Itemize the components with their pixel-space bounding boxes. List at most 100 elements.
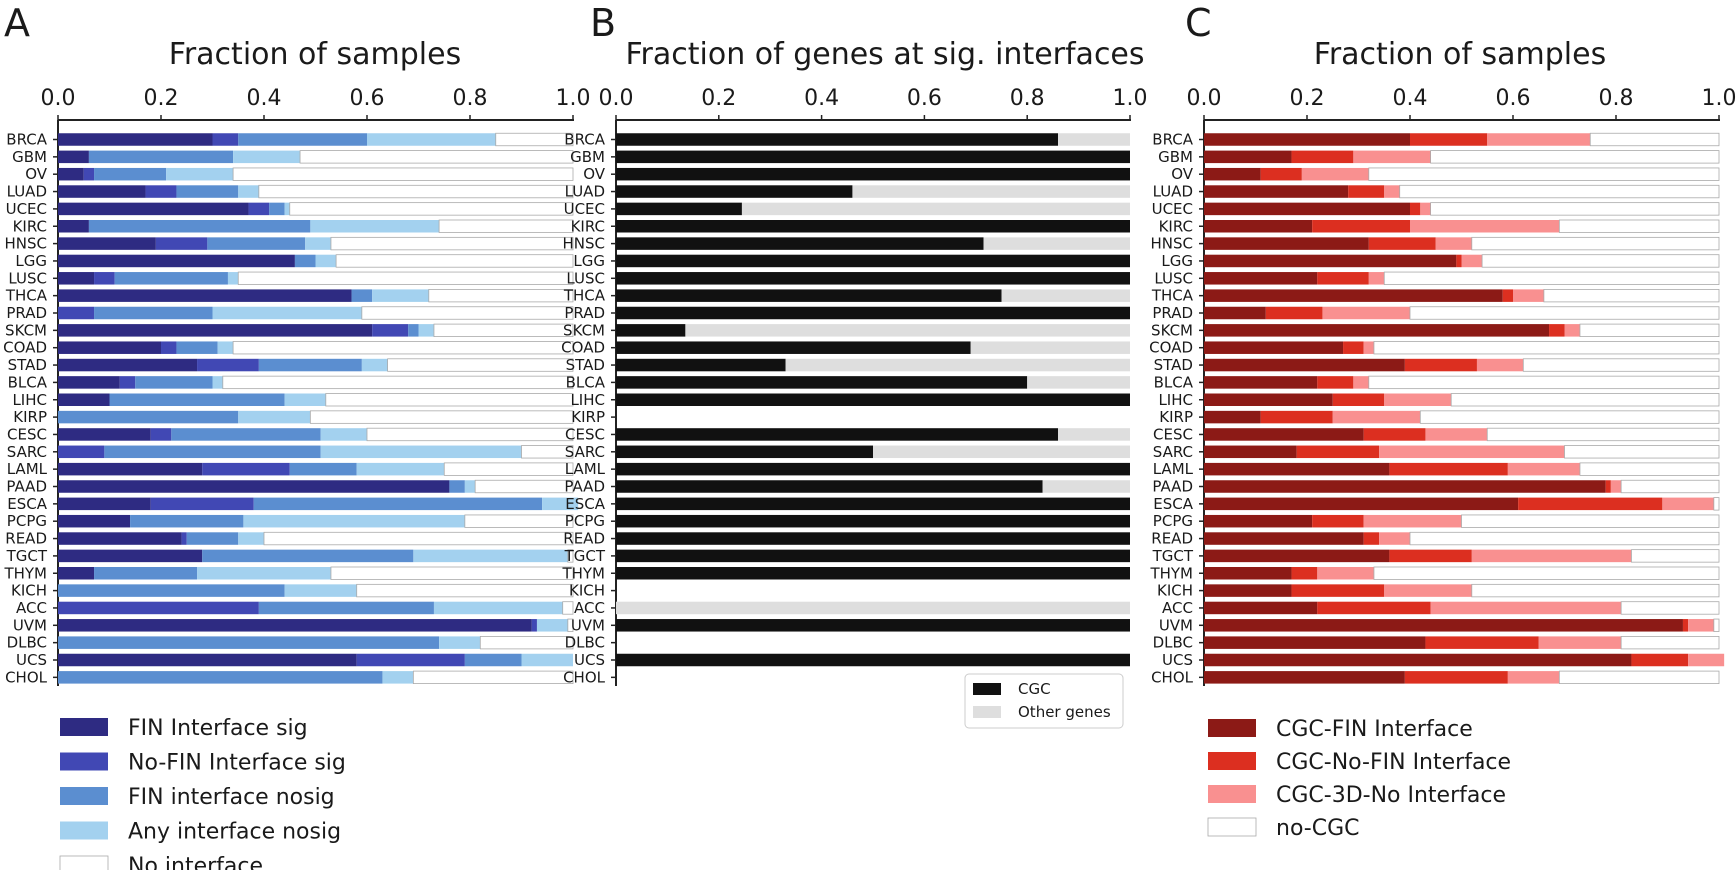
bar-segment [567,549,574,563]
bar-segment [150,428,172,441]
x-tick-label: 0.6 [907,86,942,111]
category-label: DLBC [565,634,605,652]
bar-segment [88,220,311,233]
bar-segment [1343,341,1364,354]
bar-segment [1353,150,1431,164]
category-label: ACC [1162,599,1193,617]
bar-segment [1507,462,1580,476]
bar-segment [1204,220,1313,233]
bar-segment [1204,601,1318,615]
category-label: BRCA [564,131,605,149]
bar-segment [58,514,131,528]
bar-segment [1204,306,1266,320]
x-tick-label: 0.0 [1187,86,1222,111]
category-label: LUSC [566,269,605,287]
bar-segment [1058,428,1130,441]
category-label: LUAD [565,183,605,201]
bar-segment [58,289,352,302]
bar-segment [58,376,120,389]
category-label: ACC [16,599,47,617]
legend-swatch [1207,817,1257,837]
bar-segment [616,289,1002,302]
bar-segment [284,584,357,597]
category-label: THYM [3,564,47,582]
bar-segment [1579,462,1720,476]
bar-segment [166,167,234,181]
bar-segment [222,375,574,390]
category-label: ACC [574,599,605,617]
category-label: PCPG [7,512,47,530]
bar-segment [58,567,95,580]
bar-segment [1204,237,1369,250]
bar-segment [970,341,1130,354]
bar-segment [155,237,208,250]
bar-segment [58,133,213,146]
panel-title: Fraction of genes at sig. interfaces [625,37,1144,72]
bar-segment [1384,185,1400,198]
bar-segment [1001,289,1130,302]
category-label: BLCA [566,373,606,391]
bar-segment [1430,601,1622,615]
category-label: STAD [1154,356,1193,374]
bar-segment [1291,584,1385,597]
panel-letter: C [1185,1,1212,45]
bar-segment [1471,236,1720,251]
bar-segment [1368,167,1720,181]
panel-letter: B [590,1,616,45]
x-tick-label: 0.0 [599,86,634,111]
bar-segment [464,653,522,667]
bar-segment [616,445,873,459]
bar-segment [150,497,254,511]
bar-segment [1688,653,1725,667]
category-label: SKCM [5,321,47,339]
bar-segment [83,167,95,181]
bar-segment [1662,497,1714,511]
bar-segment [1713,497,1720,511]
bar-segment [1507,671,1560,684]
bar-segment [531,619,537,632]
category-label: LUAD [1153,183,1193,201]
bar-segment [408,324,419,337]
bar-segment [1042,480,1130,493]
bar-segment [616,480,1043,493]
bar-segment [464,514,574,528]
bar-segment [58,341,161,354]
bar-segment [356,653,465,667]
bar-segment [315,254,337,268]
bar-segment [616,376,1028,389]
category-label: ESCA [1153,495,1193,513]
legend-label: CGC [1018,680,1051,698]
bar-segment [232,341,574,355]
bar-segment [58,410,239,424]
category-label: LGG [15,252,47,270]
category-label: SARC [1153,443,1193,461]
category-label: LAML [7,460,48,478]
panel-title: Fraction of samples [1314,37,1606,72]
bar-segment [616,341,971,354]
bar-segment [1538,636,1622,649]
bar-segment [238,410,311,424]
bar-segment [238,185,259,198]
category-label: LUAD [7,183,47,201]
bar-segment [412,670,574,684]
bar-segment [1564,324,1580,337]
category-label: CHOL [1151,668,1194,686]
bar-segment [258,184,574,199]
bar-segment [1688,619,1714,632]
bar-segment [1291,150,1354,164]
legend-label: CGC-3D-No Interface [1276,783,1506,808]
bar-segment [443,462,574,476]
category-label: LIHC [570,391,605,409]
category-label: KIRP [571,408,605,426]
bar-segment [1204,671,1405,684]
bar-segment [1471,549,1632,563]
bar-segment [1317,376,1354,389]
bar-segment [58,254,295,268]
x-tick-label: 0.2 [144,86,179,111]
category-label: LGG [573,252,605,270]
bar-segment [325,393,574,407]
category-label: UVM [571,616,605,634]
category-label: KIRC [1159,217,1193,235]
bar-segment [616,254,1130,268]
